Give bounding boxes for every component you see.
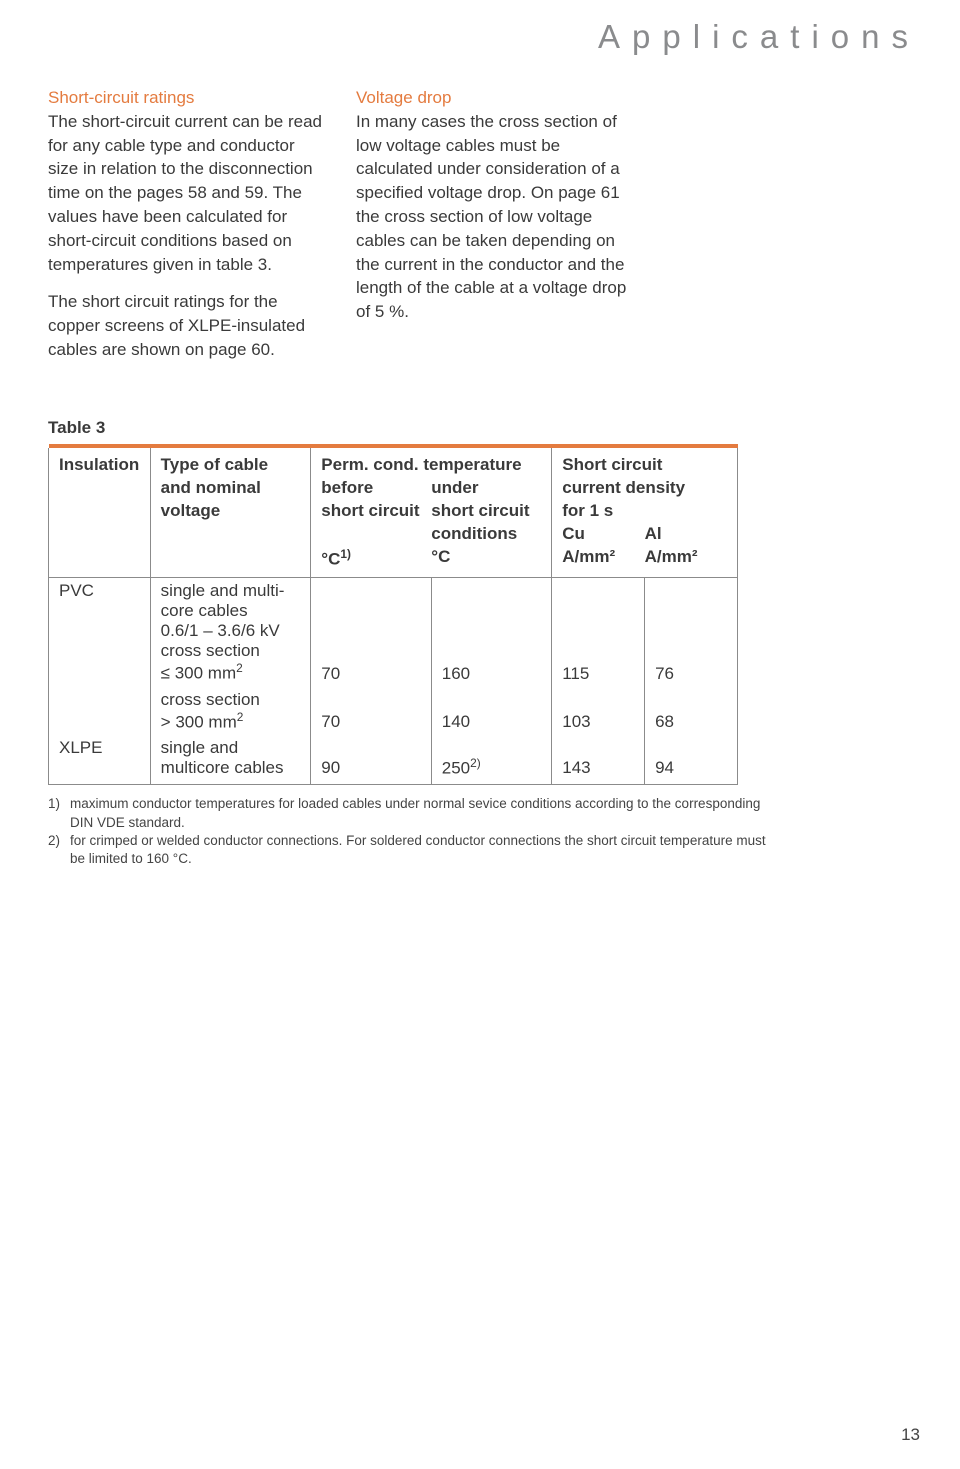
cell-al-3: 94 (645, 735, 738, 785)
cell-al-2: 68 (645, 687, 738, 736)
th-type-l2: and nominal (161, 478, 261, 497)
cell-under-2: 140 (431, 687, 551, 736)
para-left-2: The short circuit ratings for the copper… (48, 290, 328, 361)
page-number: 13 (901, 1425, 920, 1445)
th-insulation: Insulation (49, 448, 151, 578)
cell-insulation-xlpe: XLPE (49, 735, 151, 785)
column-right: Voltage drop In many cases the cross sec… (356, 86, 636, 376)
th-temp-title: Perm. cond. temperature (321, 455, 521, 474)
cell-under-1: 160 (431, 578, 551, 687)
table-row: XLPE single and multicore cables 90 2502… (49, 735, 738, 785)
cell-before-1: 70 (311, 578, 431, 687)
cell-cu-3: 143 (552, 735, 645, 785)
cell-insulation-pvc: PVC (49, 578, 151, 687)
cell-under-3: 2502) (431, 735, 551, 785)
cell-before-2: 70 (311, 687, 431, 736)
cell-type-pvc2: cross section > 300 mm2 (150, 687, 311, 736)
th-temp-before: before short circuit °C1) (321, 477, 431, 571)
th-type: Type of cable and nominal voltage (150, 448, 311, 578)
footnotes: 1) maximum conductor temperatures for lo… (48, 795, 768, 868)
th-temp-under: under short circuit conditions °C (431, 477, 541, 571)
heading-short-circuit: Short-circuit ratings (48, 86, 328, 110)
table-row: cross section > 300 mm2 70 140 103 68 (49, 687, 738, 736)
table-label: Table 3 (48, 418, 912, 438)
cell-al-1: 76 (645, 578, 738, 687)
para-left-1: The short-circuit current can be read fo… (48, 112, 322, 274)
th-temp: Perm. cond. temperature before short cir… (311, 448, 552, 578)
th-type-l3: voltage (161, 501, 221, 520)
table-row: PVC single and multi- core cables 0.6/1 … (49, 578, 738, 687)
text-columns: Short-circuit ratings The short-circuit … (48, 86, 912, 376)
column-left: Short-circuit ratings The short-circuit … (48, 86, 328, 376)
heading-voltage-drop: Voltage drop (356, 86, 636, 110)
page-section-title: Applications (598, 18, 920, 56)
footnote-2: 2) for crimped or welded conductor conne… (48, 832, 768, 868)
cell-cu-2: 103 (552, 687, 645, 736)
th-type-l1: Type of cable (161, 455, 268, 474)
th-density: Short circuit current density for 1 s Cu… (552, 448, 738, 578)
footnote-1: 1) maximum conductor temperatures for lo… (48, 795, 768, 831)
cell-before-3: 90 (311, 735, 431, 785)
cell-type-pvc: single and multi- core cables 0.6/1 – 3.… (150, 578, 311, 687)
table-3: Insulation Type of cable and nominal vol… (48, 444, 738, 786)
cell-cu-1: 115 (552, 578, 645, 687)
para-right-1: In many cases the cross section of low v… (356, 112, 626, 321)
cell-type-xlpe: single and multicore cables (150, 735, 311, 785)
